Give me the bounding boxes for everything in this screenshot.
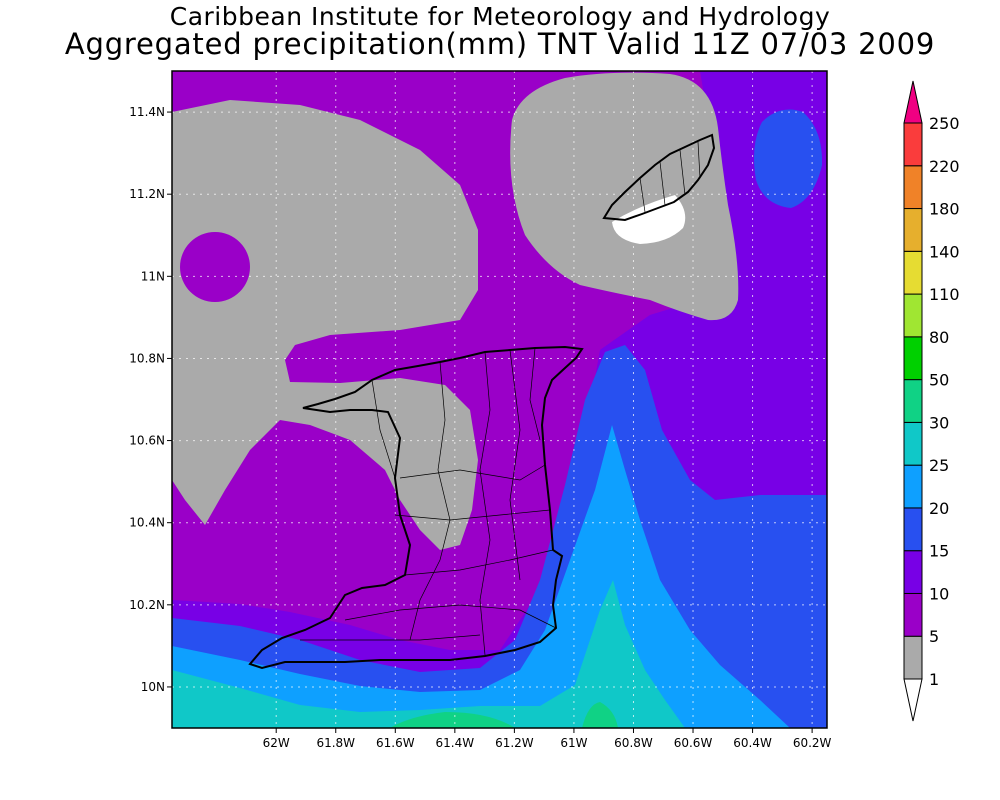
field-30-50mm-west <box>390 712 515 728</box>
lat-tick-label: 11.2N <box>129 187 165 201</box>
colorbar-segment <box>903 635 923 680</box>
map-frame <box>171 70 828 729</box>
lon-tick-label: 61.6W <box>376 736 415 750</box>
colorbar-over-triangle <box>903 80 923 124</box>
field-15-20mm-ne <box>754 109 823 208</box>
trinidad-coastline <box>248 345 584 670</box>
colorbar-segment <box>903 592 923 637</box>
colorbar-level-label: 250 <box>929 114 960 133</box>
colorbar-segment <box>903 165 923 210</box>
lat-tick-label: 11.4N <box>129 105 165 119</box>
field-25-30mm <box>172 580 685 728</box>
colorbar-level-label: 220 <box>929 157 960 176</box>
colorbar-level-label: 140 <box>929 242 960 261</box>
lon-tick-label: 61W <box>560 736 587 750</box>
lon-tick-label: 60.8W <box>614 736 653 750</box>
colorbar-segment <box>903 122 923 167</box>
field-1-5mm-tobago <box>510 72 739 321</box>
tobago-coastline <box>602 133 716 222</box>
field-1-5mm-west <box>172 100 478 550</box>
colorbar-segment <box>903 336 923 381</box>
colorbar-segment <box>903 507 923 552</box>
colorbar-under-triangle <box>903 678 923 722</box>
colorbar-segment <box>903 208 923 252</box>
field-30-50mm-east <box>582 702 618 728</box>
colorbar-segment <box>903 379 923 423</box>
lon-tick-label: 61.4W <box>436 736 475 750</box>
colorbar-level-label: 20 <box>929 499 949 518</box>
lon-tick-label: 60.4W <box>733 736 772 750</box>
colorbar-segment <box>903 293 923 338</box>
colorbar-level-label: 1 <box>929 670 939 689</box>
lon-tick-label: 60.2W <box>793 736 832 750</box>
colorbar-level-label: 5 <box>929 627 939 646</box>
lat-tick-label: 10.4N <box>129 516 165 530</box>
colorbar-level-label: 30 <box>929 413 949 432</box>
lat-tick-label: 10.2N <box>129 598 165 612</box>
chart-title-line1: Caribbean Institute for Meteorology and … <box>169 2 831 31</box>
colorbar-level-label: 180 <box>929 200 960 219</box>
lat-tick-label: 10.6N <box>129 434 165 448</box>
chart-title-line2: Aggregated precipitation(mm) TNT Valid 1… <box>64 27 936 61</box>
lon-tick-label: 61.8W <box>316 736 355 750</box>
precipitation-field <box>172 71 827 728</box>
colorbar-level-label: 10 <box>929 584 949 603</box>
lat-tick-label: 10.8N <box>129 351 165 365</box>
latitude-axis: 10N 10.2N 10.4N 10.6N 10.8N 11N 11.2N 11.4N <box>129 105 172 694</box>
colorbar-level-label: 15 <box>929 542 949 561</box>
colorbar-segment <box>903 421 923 466</box>
colorbar-segment <box>903 550 923 594</box>
colorbar-level-label: 80 <box>929 328 949 347</box>
lon-tick-label: 62W <box>263 736 290 750</box>
map-gridlines <box>172 71 827 728</box>
colorbar-level-label: 25 <box>929 456 949 475</box>
lon-tick-label: 61.2W <box>495 736 534 750</box>
field-5-10mm-isle <box>180 232 250 302</box>
lat-tick-label: 11N <box>141 269 165 283</box>
longitude-axis: 62W 61.8W 61.6W 61.4W 61.2W 61W 60.8W 60.6W 60.4… <box>263 728 832 750</box>
lat-tick-label: 10N <box>141 680 165 694</box>
field-below-1mm <box>612 195 686 244</box>
colorbar-segment <box>903 464 923 509</box>
lon-tick-label: 60.6W <box>674 736 713 750</box>
colorbar-level-label: 50 <box>929 371 949 390</box>
colorbar-level-label: 110 <box>929 285 960 304</box>
colorbar-segment <box>903 250 923 295</box>
